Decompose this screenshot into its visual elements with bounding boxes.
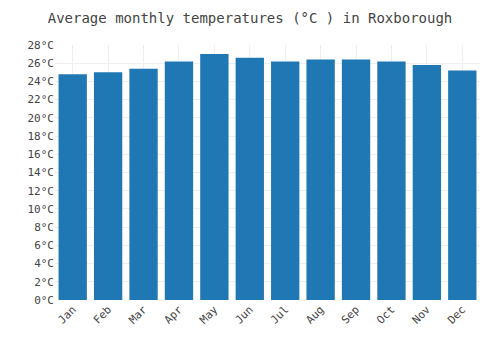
svg-text:28°C: 28°C bbox=[28, 39, 55, 52]
svg-text:24°C: 24°C bbox=[28, 75, 55, 88]
svg-text:Jul: Jul bbox=[268, 303, 291, 326]
svg-text:Feb: Feb bbox=[91, 303, 114, 326]
svg-text:6°C: 6°C bbox=[34, 239, 54, 252]
svg-text:20°C: 20°C bbox=[28, 112, 55, 125]
svg-text:Nov: Nov bbox=[410, 303, 434, 327]
svg-text:2°C: 2°C bbox=[34, 276, 54, 289]
svg-text:May: May bbox=[197, 303, 221, 327]
svg-text:Jun: Jun bbox=[233, 303, 256, 326]
svg-text:22°C: 22°C bbox=[28, 93, 55, 106]
svg-text:8°C: 8°C bbox=[34, 221, 54, 234]
svg-text:Average monthly temperatures (: Average monthly temperatures (°C ) in Ro… bbox=[48, 10, 453, 26]
svg-text:26°C: 26°C bbox=[28, 57, 55, 70]
svg-text:12°C: 12°C bbox=[28, 185, 55, 198]
svg-text:0°C: 0°C bbox=[34, 294, 54, 307]
svg-text:Mar: Mar bbox=[126, 303, 150, 327]
svg-text:Jan: Jan bbox=[55, 303, 78, 326]
svg-text:4°C: 4°C bbox=[34, 257, 54, 270]
svg-text:10°C: 10°C bbox=[28, 203, 55, 216]
svg-text:Oct: Oct bbox=[374, 303, 397, 326]
svg-text:Sep: Sep bbox=[339, 303, 362, 326]
svg-text:Aug: Aug bbox=[303, 303, 326, 326]
svg-text:18°C: 18°C bbox=[28, 130, 55, 143]
svg-text:Apr: Apr bbox=[162, 303, 186, 327]
svg-text:16°C: 16°C bbox=[28, 148, 55, 161]
svg-text:14°C: 14°C bbox=[28, 166, 55, 179]
svg-text:Dec: Dec bbox=[445, 303, 468, 326]
